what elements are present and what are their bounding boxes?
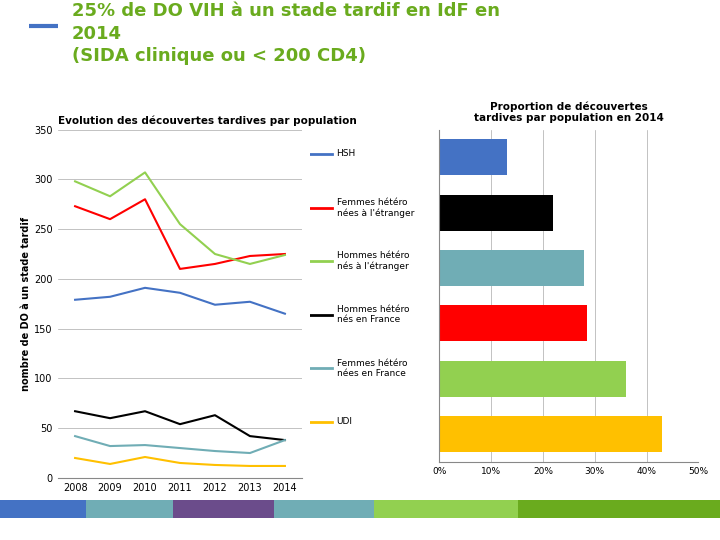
Title: Proportion de découvertes
tardives par population en 2014: Proportion de découvertes tardives par p… xyxy=(474,101,664,123)
Text: Evolution des découvertes tardives par population: Evolution des découvertes tardives par p… xyxy=(58,116,356,126)
Text: HSH: HSH xyxy=(336,150,356,158)
Text: UDI: UDI xyxy=(336,417,353,427)
Bar xyxy=(439,416,662,452)
Text: Hommes hétéro
nés en France: Hommes hétéro nés en France xyxy=(336,305,409,325)
Text: Source InVS, DO du VIH, données au 31/12/2014 corrigées pour la sous-déclaration: Source InVS, DO du VIH, données au 31/12… xyxy=(85,528,577,535)
Bar xyxy=(173,500,274,518)
Y-axis label: nombre de DO à un stade tardif: nombre de DO à un stade tardif xyxy=(22,217,32,391)
Bar xyxy=(274,500,374,518)
Text: Hommes hétéro
nés à l'étranger: Hommes hétéro nés à l'étranger xyxy=(336,251,409,271)
Text: 23: 23 xyxy=(687,526,702,536)
Bar xyxy=(518,500,720,518)
Bar xyxy=(0,500,86,518)
Bar xyxy=(86,500,173,518)
Bar xyxy=(439,305,587,341)
Text: 25% de DO VIH à un stade tardif en IdF en
2014
(SIDA clinique ou < 200 CD4): 25% de DO VIH à un stade tardif en IdF e… xyxy=(72,2,500,65)
Text: Femmes hétéro
nées en France: Femmes hétéro nées en France xyxy=(336,359,407,378)
Bar xyxy=(439,139,507,176)
Text: Femmes hétéro
nées à l'étranger: Femmes hétéro nées à l'étranger xyxy=(336,198,414,218)
Bar xyxy=(439,194,553,231)
Bar xyxy=(439,250,585,286)
Bar xyxy=(374,500,518,518)
Bar xyxy=(439,361,626,397)
